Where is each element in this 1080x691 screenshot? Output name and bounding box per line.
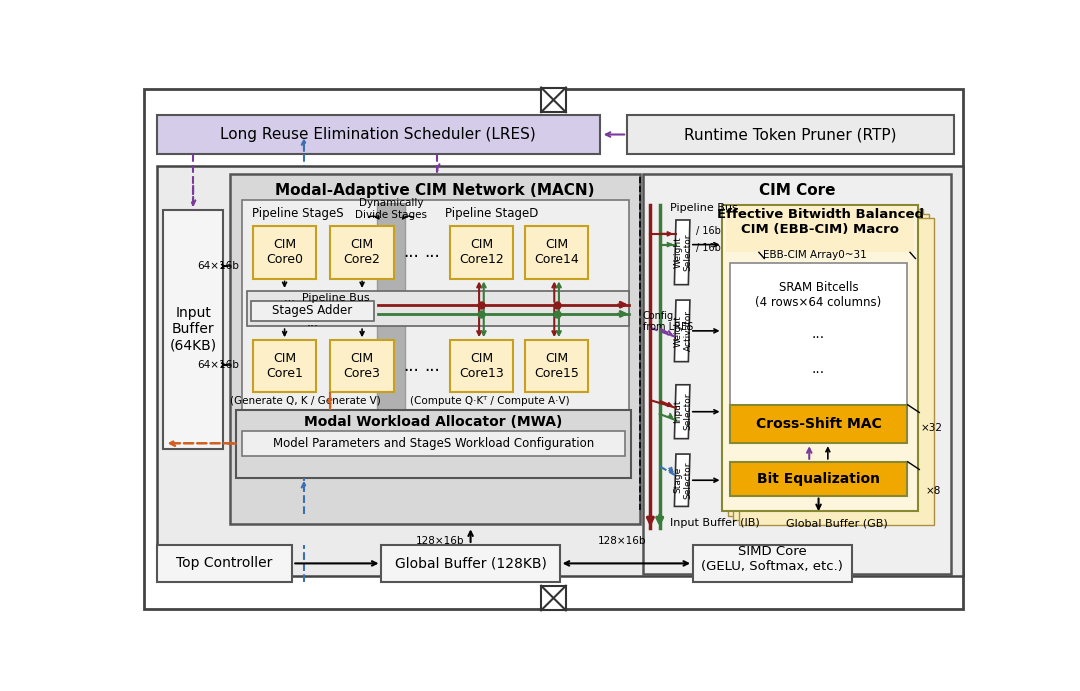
Bar [157, 545, 293, 582]
Text: CIM
Core0: CIM Core0 [266, 238, 303, 266]
Text: Weight
Activator: Weight Activator [673, 310, 692, 351]
Bar [253, 340, 316, 392]
Text: CIM
Core1: CIM Core1 [266, 352, 303, 380]
Text: Pipeline StageS: Pipeline StageS [252, 207, 343, 220]
Bar [728, 209, 923, 515]
Bar [693, 545, 852, 582]
Bar [381, 545, 559, 582]
Text: ...: ... [424, 243, 440, 261]
Polygon shape [674, 300, 690, 361]
Text: Modal Workload Allocator (MWA): Modal Workload Allocator (MWA) [305, 415, 563, 430]
Polygon shape [674, 385, 690, 439]
Bar [253, 226, 316, 278]
Text: Model Parameters and StageS Workload Configuration: Model Parameters and StageS Workload Con… [273, 437, 594, 450]
Bar [377, 203, 405, 471]
Text: Top Controller: Top Controller [176, 556, 272, 570]
Bar [330, 226, 394, 278]
Bar [163, 210, 224, 448]
Bar [246, 291, 630, 326]
Text: ×32: ×32 [920, 423, 943, 433]
Bar [230, 173, 640, 524]
Text: SRAM Bitcells
(4 rows×64 columns): SRAM Bitcells (4 rows×64 columns) [755, 281, 881, 310]
Bar [733, 214, 929, 520]
Bar [235, 410, 631, 478]
Polygon shape [674, 220, 690, 285]
Text: ×8: ×8 [926, 486, 941, 496]
Text: ...: ... [812, 327, 825, 341]
Bar [157, 115, 600, 154]
Text: SIMD Core
(GELU, Softmax, etc.): SIMD Core (GELU, Softmax, etc.) [701, 545, 843, 573]
Text: Stage
Selector: Stage Selector [673, 462, 692, 499]
Text: (Generate Q, K / Generate V): (Generate Q, K / Generate V) [230, 396, 381, 406]
Bar [643, 173, 951, 574]
Bar [730, 263, 907, 440]
Text: Modal-Adaptive CIM Network (MACN): Modal-Adaptive CIM Network (MACN) [275, 183, 595, 198]
Text: Global Buffer (GB): Global Buffer (GB) [786, 518, 888, 529]
Text: Pipeline Bus: Pipeline Bus [670, 202, 738, 213]
Text: / 16b: / 16b [697, 226, 721, 236]
Text: Input
Selector: Input Selector [673, 393, 692, 430]
Bar [739, 218, 934, 525]
Bar [541, 88, 566, 112]
Bar [541, 586, 566, 610]
Bar [252, 301, 374, 321]
Text: CIM
Core13: CIM Core13 [459, 352, 503, 380]
Bar [730, 405, 907, 444]
Text: ...  Pipeline Bus: ... Pipeline Bus [284, 293, 370, 303]
Text: CIM
Core15: CIM Core15 [535, 352, 579, 380]
FancyArrowPatch shape [368, 215, 379, 219]
Text: Pipeline StageD: Pipeline StageD [445, 207, 538, 220]
Text: 64×16b: 64×16b [197, 261, 239, 271]
Text: 128×16b: 128×16b [597, 536, 646, 546]
Text: 64×16b: 64×16b [197, 360, 239, 370]
Text: CIM
Core2: CIM Core2 [343, 238, 380, 266]
Bar [627, 115, 954, 154]
Text: Runtime Token Pruner (RTP): Runtime Token Pruner (RTP) [685, 127, 896, 142]
Text: CIM Core: CIM Core [758, 183, 835, 198]
Bar [525, 340, 589, 392]
Text: CIM
Core12: CIM Core12 [459, 238, 503, 266]
Text: (Compute Q·Kᵀ / Compute A·V): (Compute Q·Kᵀ / Compute A·V) [410, 396, 570, 406]
Text: ...: ... [812, 362, 825, 377]
Text: Input Buffer (IB): Input Buffer (IB) [670, 518, 759, 529]
Text: Cross-Shift MAC: Cross-Shift MAC [756, 417, 881, 431]
Text: Global Buffer (128KB): Global Buffer (128KB) [394, 556, 546, 570]
Text: Bit Equalization: Bit Equalization [757, 472, 880, 486]
Polygon shape [674, 454, 690, 507]
Text: ...: ... [424, 357, 440, 375]
Bar [727, 207, 914, 252]
Text: Dynamically
Divide Stages: Dynamically Divide Stages [354, 198, 427, 220]
Text: CIM
Core3: CIM Core3 [343, 352, 380, 380]
Text: Effective Bitwidth Balanced
CIM (EBB-CIM) Macro: Effective Bitwidth Balanced CIM (EBB-CIM… [717, 207, 923, 236]
Text: Long Reuse Elimination Scheduler (LRES): Long Reuse Elimination Scheduler (LRES) [220, 127, 537, 142]
Text: EBB-CIM Array0~31: EBB-CIM Array0~31 [762, 250, 866, 261]
Text: 128×16b: 128×16b [416, 536, 463, 546]
Bar [157, 166, 962, 576]
Text: ...: ... [403, 243, 419, 261]
Text: StageS Adder: StageS Adder [272, 304, 352, 317]
Bar [723, 205, 918, 511]
Bar [242, 431, 625, 455]
Text: Weight
Selector: Weight Selector [673, 234, 692, 271]
Text: Config.
from LRES: Config. from LRES [643, 311, 693, 332]
Bar [525, 226, 589, 278]
Text: Input
Buffer
(64KB): Input Buffer (64KB) [170, 306, 217, 352]
Bar [449, 226, 513, 278]
Text: CIM
Core14: CIM Core14 [535, 238, 579, 266]
Bar [242, 200, 630, 475]
Bar [330, 340, 394, 392]
Bar [730, 462, 907, 495]
Text: ...: ... [403, 357, 419, 375]
FancyArrowPatch shape [403, 215, 413, 219]
Text: / 16b: / 16b [697, 243, 721, 254]
Bar [449, 340, 513, 392]
Text: ...: ... [307, 316, 319, 329]
